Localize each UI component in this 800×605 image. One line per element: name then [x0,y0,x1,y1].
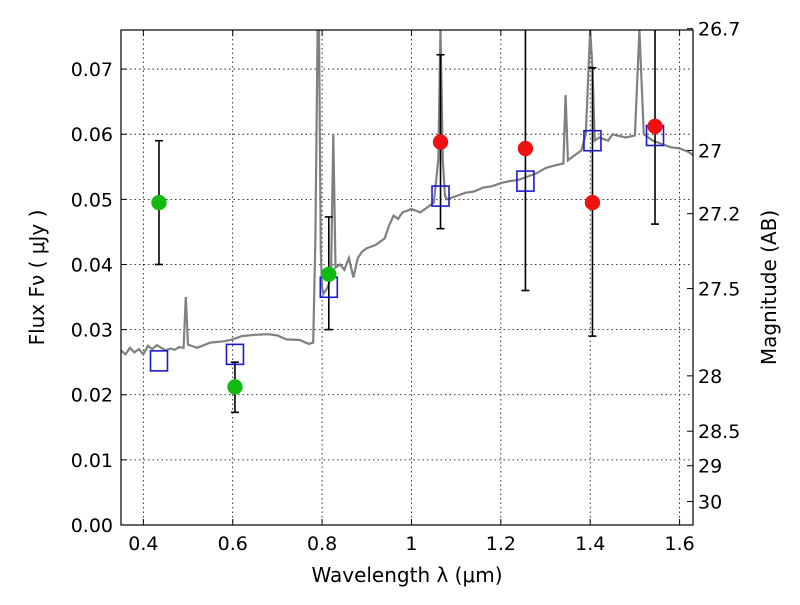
green-data-point [321,266,337,282]
x-tick-label: 0.4 [128,533,158,555]
green-data-point [151,194,167,211]
model-square-point [225,343,245,366]
y2-tick-label: 27.2 [698,204,740,226]
model-square-point [583,129,602,152]
y-tick-label: 0.04 [71,254,113,276]
model-square-point [516,170,535,192]
model-square-point [149,350,169,372]
red-data-point [584,194,601,211]
red-data-point [647,118,663,135]
y2-tick-label: 29 [698,456,722,478]
x-axis-label: Wavelength λ (μm) [311,563,502,587]
y-tick-label: 0.07 [71,59,113,81]
y2-axis-label: Magnitude (AB) [757,210,781,365]
y2-tick-label: 28.5 [698,421,740,443]
spectrum-line [121,30,693,357]
plot-frame [120,29,694,526]
y-tick-label: 0.05 [71,189,113,211]
y-tick-label: 0.00 [71,515,113,537]
y2-tick-label: 28 [698,366,722,388]
green-data-point [227,379,243,395]
y2-tick-label: 27 [698,140,722,162]
model-square-point [431,185,450,207]
x-tick-label: 0.6 [218,533,248,555]
y2-tick-label: 26.7 [698,19,740,41]
x-tick-label: 1.2 [486,533,516,555]
x-tick-label: 1.6 [664,533,694,555]
y-tick-label: 0.03 [71,320,113,342]
y2-tick-label: 30 [698,492,722,514]
y2-tick-label: 27.5 [698,279,740,301]
y-tick-label: 0.02 [71,385,113,407]
red-data-point [517,140,534,157]
x-tick-label: 1 [405,533,417,555]
y-tick-label: 0.01 [71,450,113,472]
red-data-point [432,134,449,150]
y-tick-label: 0.06 [71,124,113,146]
x-tick-label: 0.8 [307,533,337,555]
x-tick-label: 1.4 [575,533,605,555]
y-axis-label: Flux Fν ( μJy ) [25,210,49,346]
